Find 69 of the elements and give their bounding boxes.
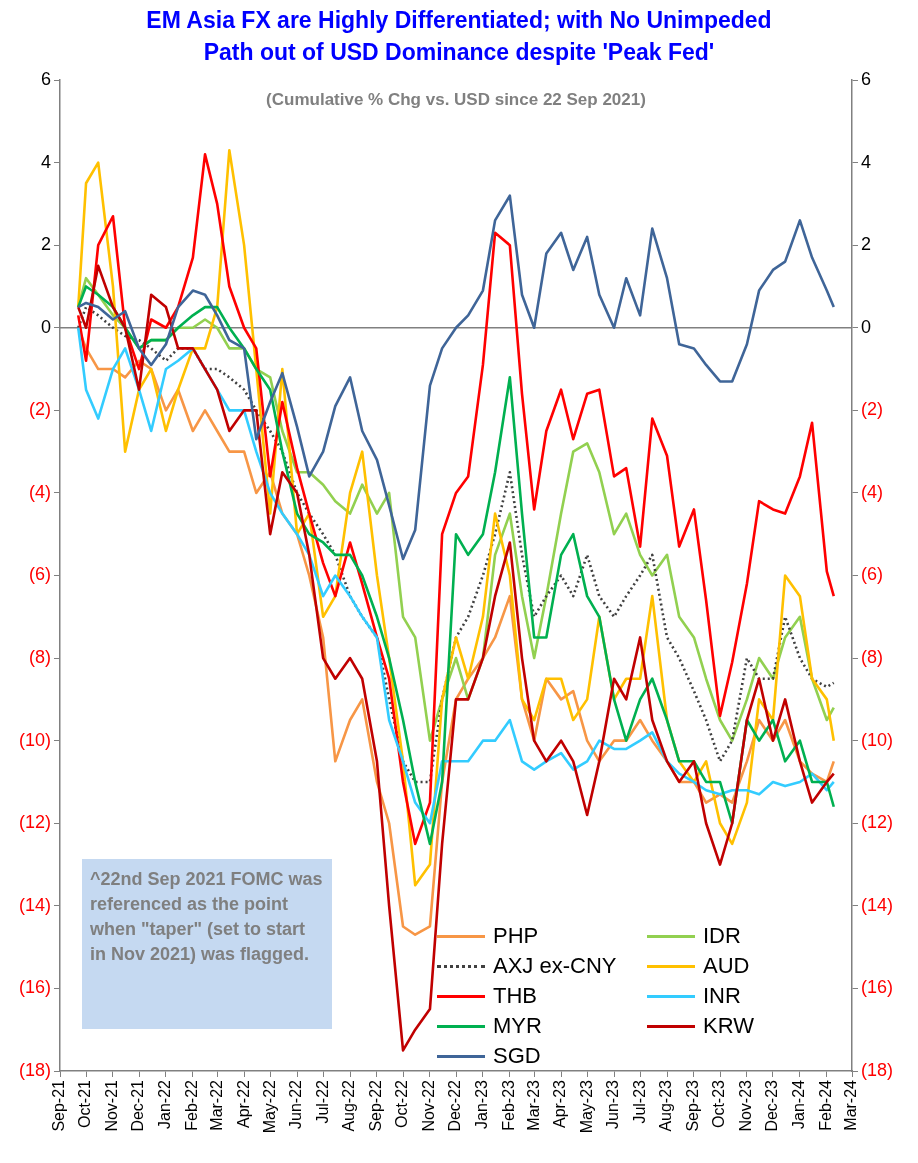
y-tick-label: (14)	[18, 894, 51, 915]
y2-tick-label: (8)	[861, 647, 883, 668]
x-tick-label: Dec-23	[763, 1079, 781, 1132]
legend-label: IDR	[703, 923, 741, 949]
x-tick-label: Nov-22	[420, 1079, 438, 1132]
x-tick-label: Aug-22	[340, 1079, 358, 1132]
x-tick-label: Feb-24	[817, 1079, 835, 1131]
x-tick-label: Sep-22	[367, 1079, 385, 1132]
x-tick-label: Sep-23	[684, 1079, 702, 1132]
y-tick-label: (16)	[18, 977, 51, 998]
y2-tick-label: 0	[861, 316, 872, 337]
y-tick-label: (8)	[29, 647, 51, 668]
x-tick-label: Sep-21	[50, 1079, 68, 1132]
y2-tick-label: (14)	[861, 894, 894, 915]
text: (Cumulative % Chg vs. USD since 22 Sep 2021)	[265, 90, 647, 110]
x-tick-label: Aug-23	[657, 1079, 675, 1132]
y2-tick-label: 6	[861, 68, 872, 89]
y-tick-label: 4	[40, 151, 51, 172]
x-tick-label: Mar-23	[524, 1079, 542, 1131]
y2-tick-label: (10)	[861, 729, 894, 750]
x-tick-label: Jun-22	[287, 1079, 305, 1129]
y-tick-label: (4)	[29, 481, 51, 502]
x-tick-label: Jun-23	[604, 1079, 622, 1129]
legend-label: MYR	[493, 1013, 542, 1039]
x-tick-label: Dec-21	[129, 1079, 147, 1132]
x-tick-label: Jan-23	[473, 1079, 491, 1129]
y2-tick-label: (6)	[861, 564, 883, 585]
x-tick-label: Dec-22	[446, 1079, 464, 1132]
x-tick-label: May-22	[260, 1079, 278, 1134]
x-tick-label: Feb-22	[183, 1079, 201, 1131]
legend-label: INR	[703, 983, 741, 1009]
y2-tick-label: (12)	[861, 812, 894, 833]
note-box: ^22nd Sep 2021 FOMC was referenced as the point when "taper" (set to start in Nov 2021) was flagged.	[82, 859, 332, 1029]
y-tick-label: (6)	[29, 564, 51, 585]
legend-label: AUD	[703, 953, 750, 979]
y2-tick-label: 4	[861, 151, 872, 172]
y2-tick-label: (18)	[861, 1059, 894, 1080]
x-tick-label: Jan-24	[790, 1079, 808, 1129]
chart-title: EM Asia FX are Highly Differentiated; with No Unimpeded Path out of USD Dominance despite 'Peak Fed'	[145, 6, 773, 67]
x-tick-label: Oct-22	[393, 1079, 411, 1129]
x-tick-label: Apr-23	[551, 1079, 569, 1129]
y-tick-label: (10)	[18, 729, 51, 750]
x-tick-label: Mar-22	[207, 1079, 225, 1131]
x-tick-label: Jul-22	[313, 1079, 331, 1124]
x-tick-label: Nov-21	[103, 1079, 121, 1132]
y-tick-label: (12)	[18, 812, 51, 833]
y2-tick-label: (2)	[861, 399, 883, 420]
x-tick-label: Jul-23	[630, 1079, 648, 1124]
x-tick-label: Nov-23	[737, 1079, 755, 1132]
legend-label: AXJ ex-CNY	[493, 953, 617, 979]
y-tick-label: 0	[40, 316, 51, 337]
y-tick-label: (18)	[18, 1059, 51, 1080]
y2-tick-label: (4)	[861, 481, 883, 502]
x-tick-label: Mar-24	[842, 1079, 860, 1131]
x-tick-label: Jan-22	[156, 1079, 174, 1129]
x-tick-label: Apr-22	[234, 1079, 252, 1129]
legend-label: KRW	[703, 1013, 754, 1039]
y-tick-label: 2	[40, 234, 51, 255]
legend-label: PHP	[493, 923, 539, 949]
y-tick-label: (2)	[29, 399, 51, 420]
x-tick-label: Oct-23	[710, 1079, 728, 1129]
x-tick-label: Feb-23	[500, 1079, 518, 1131]
legend-label: THB	[493, 983, 537, 1009]
y2-tick-label: 2	[861, 234, 872, 255]
x-tick-label: Oct-21	[76, 1079, 94, 1129]
x-tick-label: May-23	[577, 1079, 595, 1134]
y-tick-label: 6	[40, 68, 51, 89]
legend-label: SGD	[493, 1043, 541, 1069]
y2-tick-label: (16)	[861, 977, 894, 998]
